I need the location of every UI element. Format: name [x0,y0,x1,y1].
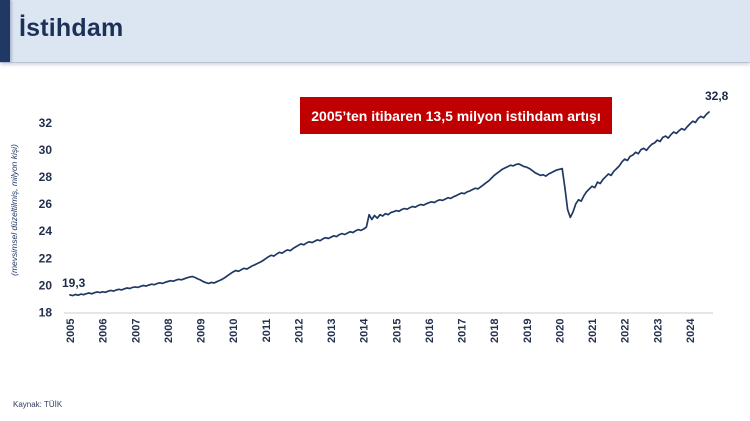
x-tick-label: 2010 [228,319,240,343]
x-tick-label: 2020 [554,319,566,343]
source-note: Kaynak: TÜİK [13,400,63,409]
x-tick-label: 2015 [391,319,403,343]
first-value-label: 19,3 [62,276,86,290]
page-title: İstihdam [19,14,124,42]
y-tick-label: 18 [39,306,53,320]
header-accent-bar [0,0,10,62]
header-band: İstihdam [0,0,750,63]
x-tick-label: 2013 [326,319,338,343]
y-tick-label: 20 [39,278,53,292]
x-tick-label: 2007 [130,319,142,343]
y-tick-label: 28 [39,170,53,184]
y-tick-label: 24 [39,224,53,238]
x-tick-label: 2019 [522,319,534,343]
y-tick-label: 30 [39,143,53,157]
x-tick-label: 2017 [457,319,469,343]
x-tick-label: 2012 [293,319,305,343]
x-tick-label: 2021 [587,319,599,343]
x-tick-label: 2009 [196,319,208,343]
x-tick-label: 2008 [163,319,175,343]
x-tick-label: 2014 [359,318,371,343]
y-axis-title: (mevsimsel düzeltilmiş, milyon kişi) [9,144,19,276]
x-tick-label: 2024 [685,318,697,343]
annotation-text: 2005’ten itibaren 13,5 milyon istihdam a… [311,107,601,124]
last-value-label: 32,8 [705,89,729,103]
employment-line [69,111,710,297]
x-tick-label: 2005 [65,319,77,343]
x-tick-label: 2016 [424,319,436,343]
x-tick-label: 2006 [98,319,110,343]
y-tick-label: 32 [39,116,53,130]
chart-region: 18 20 22 24 26 28 30 32 2005 2006 2007 2008 2009 2010… [0,62,750,392]
x-tick-label: 2011 [261,319,273,343]
y-tick-label: 22 [39,251,53,265]
x-tick-label: 2018 [489,319,501,343]
x-tick-label: 2022 [620,319,632,343]
annotation-banner: 2005’ten itibaren 13,5 milyon istihdam a… [300,97,612,134]
x-tick-label: 2023 [652,319,664,343]
y-tick-label: 26 [39,197,53,211]
